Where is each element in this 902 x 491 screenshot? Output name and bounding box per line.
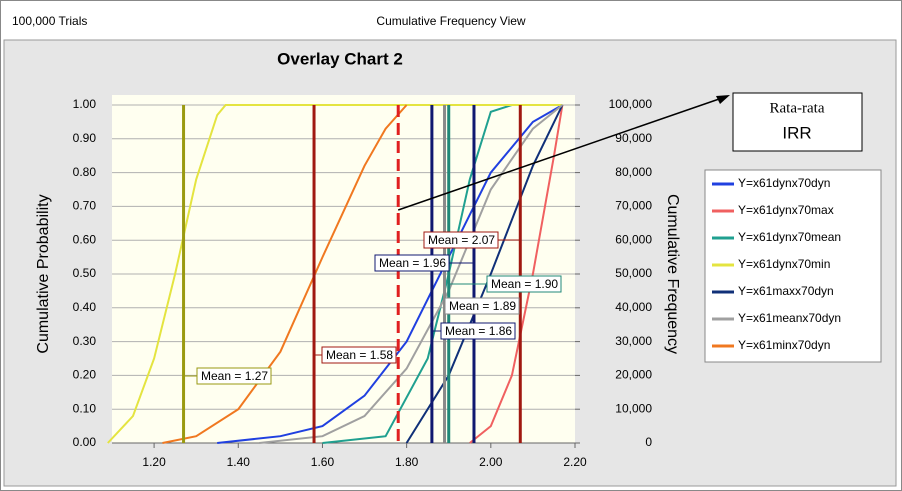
- y-tick-label: 0.00: [73, 435, 97, 449]
- legend-label: Y=x61meanx70dyn: [738, 311, 841, 325]
- y-tick-label: 0.40: [73, 300, 97, 314]
- x-tick-label: 1.20: [142, 455, 166, 469]
- mean-label: Mean = 1.58: [326, 348, 393, 362]
- legend-label: Y=x61dynx70dyn: [738, 176, 830, 190]
- x-tick-label: 1.60: [311, 455, 335, 469]
- y2-tick-label: 10,000: [615, 401, 652, 415]
- y-tick-label: 0.20: [73, 368, 97, 382]
- y-tick-label: 0.60: [73, 232, 97, 246]
- x-tick-label: 2.20: [563, 455, 587, 469]
- y2-tick-label: 100,000: [609, 97, 653, 111]
- y2-tick-label: 70,000: [615, 199, 652, 213]
- y-tick-label: 0.70: [73, 199, 97, 213]
- chart-title: Overlay Chart 2: [277, 49, 403, 68]
- mean-label: Mean = 1.27: [201, 369, 268, 383]
- y2-axis-title: Cumulative Frequency: [664, 194, 681, 354]
- header-left: 100,000 Trials: [12, 14, 87, 28]
- y-tick-label: 0.80: [73, 165, 97, 179]
- legend-label: Y=x61maxx70dyn: [738, 284, 834, 298]
- annotation-text: IRR: [782, 123, 811, 142]
- legend-label: Y=x61dynx70mean: [738, 230, 841, 244]
- y2-tick-label: 40,000: [615, 300, 652, 314]
- x-tick-label: 1.80: [395, 455, 419, 469]
- y2-tick-label: 80,000: [615, 165, 652, 179]
- x-tick-label: 1.40: [227, 455, 251, 469]
- y-axis-title: Cumulative Probability: [35, 194, 52, 353]
- annotation-text: Rata-rata: [770, 100, 825, 116]
- legend-label: Y=x61dynx70max: [738, 203, 834, 217]
- y-tick-label: 0.90: [73, 131, 97, 145]
- mean-label: Mean = 1.96: [379, 256, 446, 270]
- header-center: Cumulative Frequency View: [376, 14, 526, 28]
- y2-tick-label: 0: [645, 435, 652, 449]
- legend-label: Y=x61minx70dyn: [738, 338, 830, 352]
- x-tick-label: 2.00: [479, 455, 503, 469]
- mean-label: Mean = 2.07: [428, 233, 495, 247]
- y2-tick-label: 30,000: [615, 334, 652, 348]
- legend-label: Y=x61dynx70min: [738, 257, 830, 271]
- y2-tick-label: 20,000: [615, 368, 652, 382]
- chart: 100,000 Trials Cumulative Frequency View…: [0, 0, 902, 491]
- y-tick-label: 1.00: [73, 97, 97, 111]
- y-tick-label: 0.50: [73, 266, 97, 280]
- mean-label: Mean = 1.86: [445, 324, 512, 338]
- y2-tick-label: 50,000: [615, 266, 652, 280]
- y-tick-label: 0.10: [73, 401, 97, 415]
- mean-label: Mean = 1.89: [449, 299, 516, 313]
- y2-tick-label: 60,000: [615, 232, 652, 246]
- mean-label: Mean = 1.90: [491, 277, 558, 291]
- y-tick-label: 0.30: [73, 334, 97, 348]
